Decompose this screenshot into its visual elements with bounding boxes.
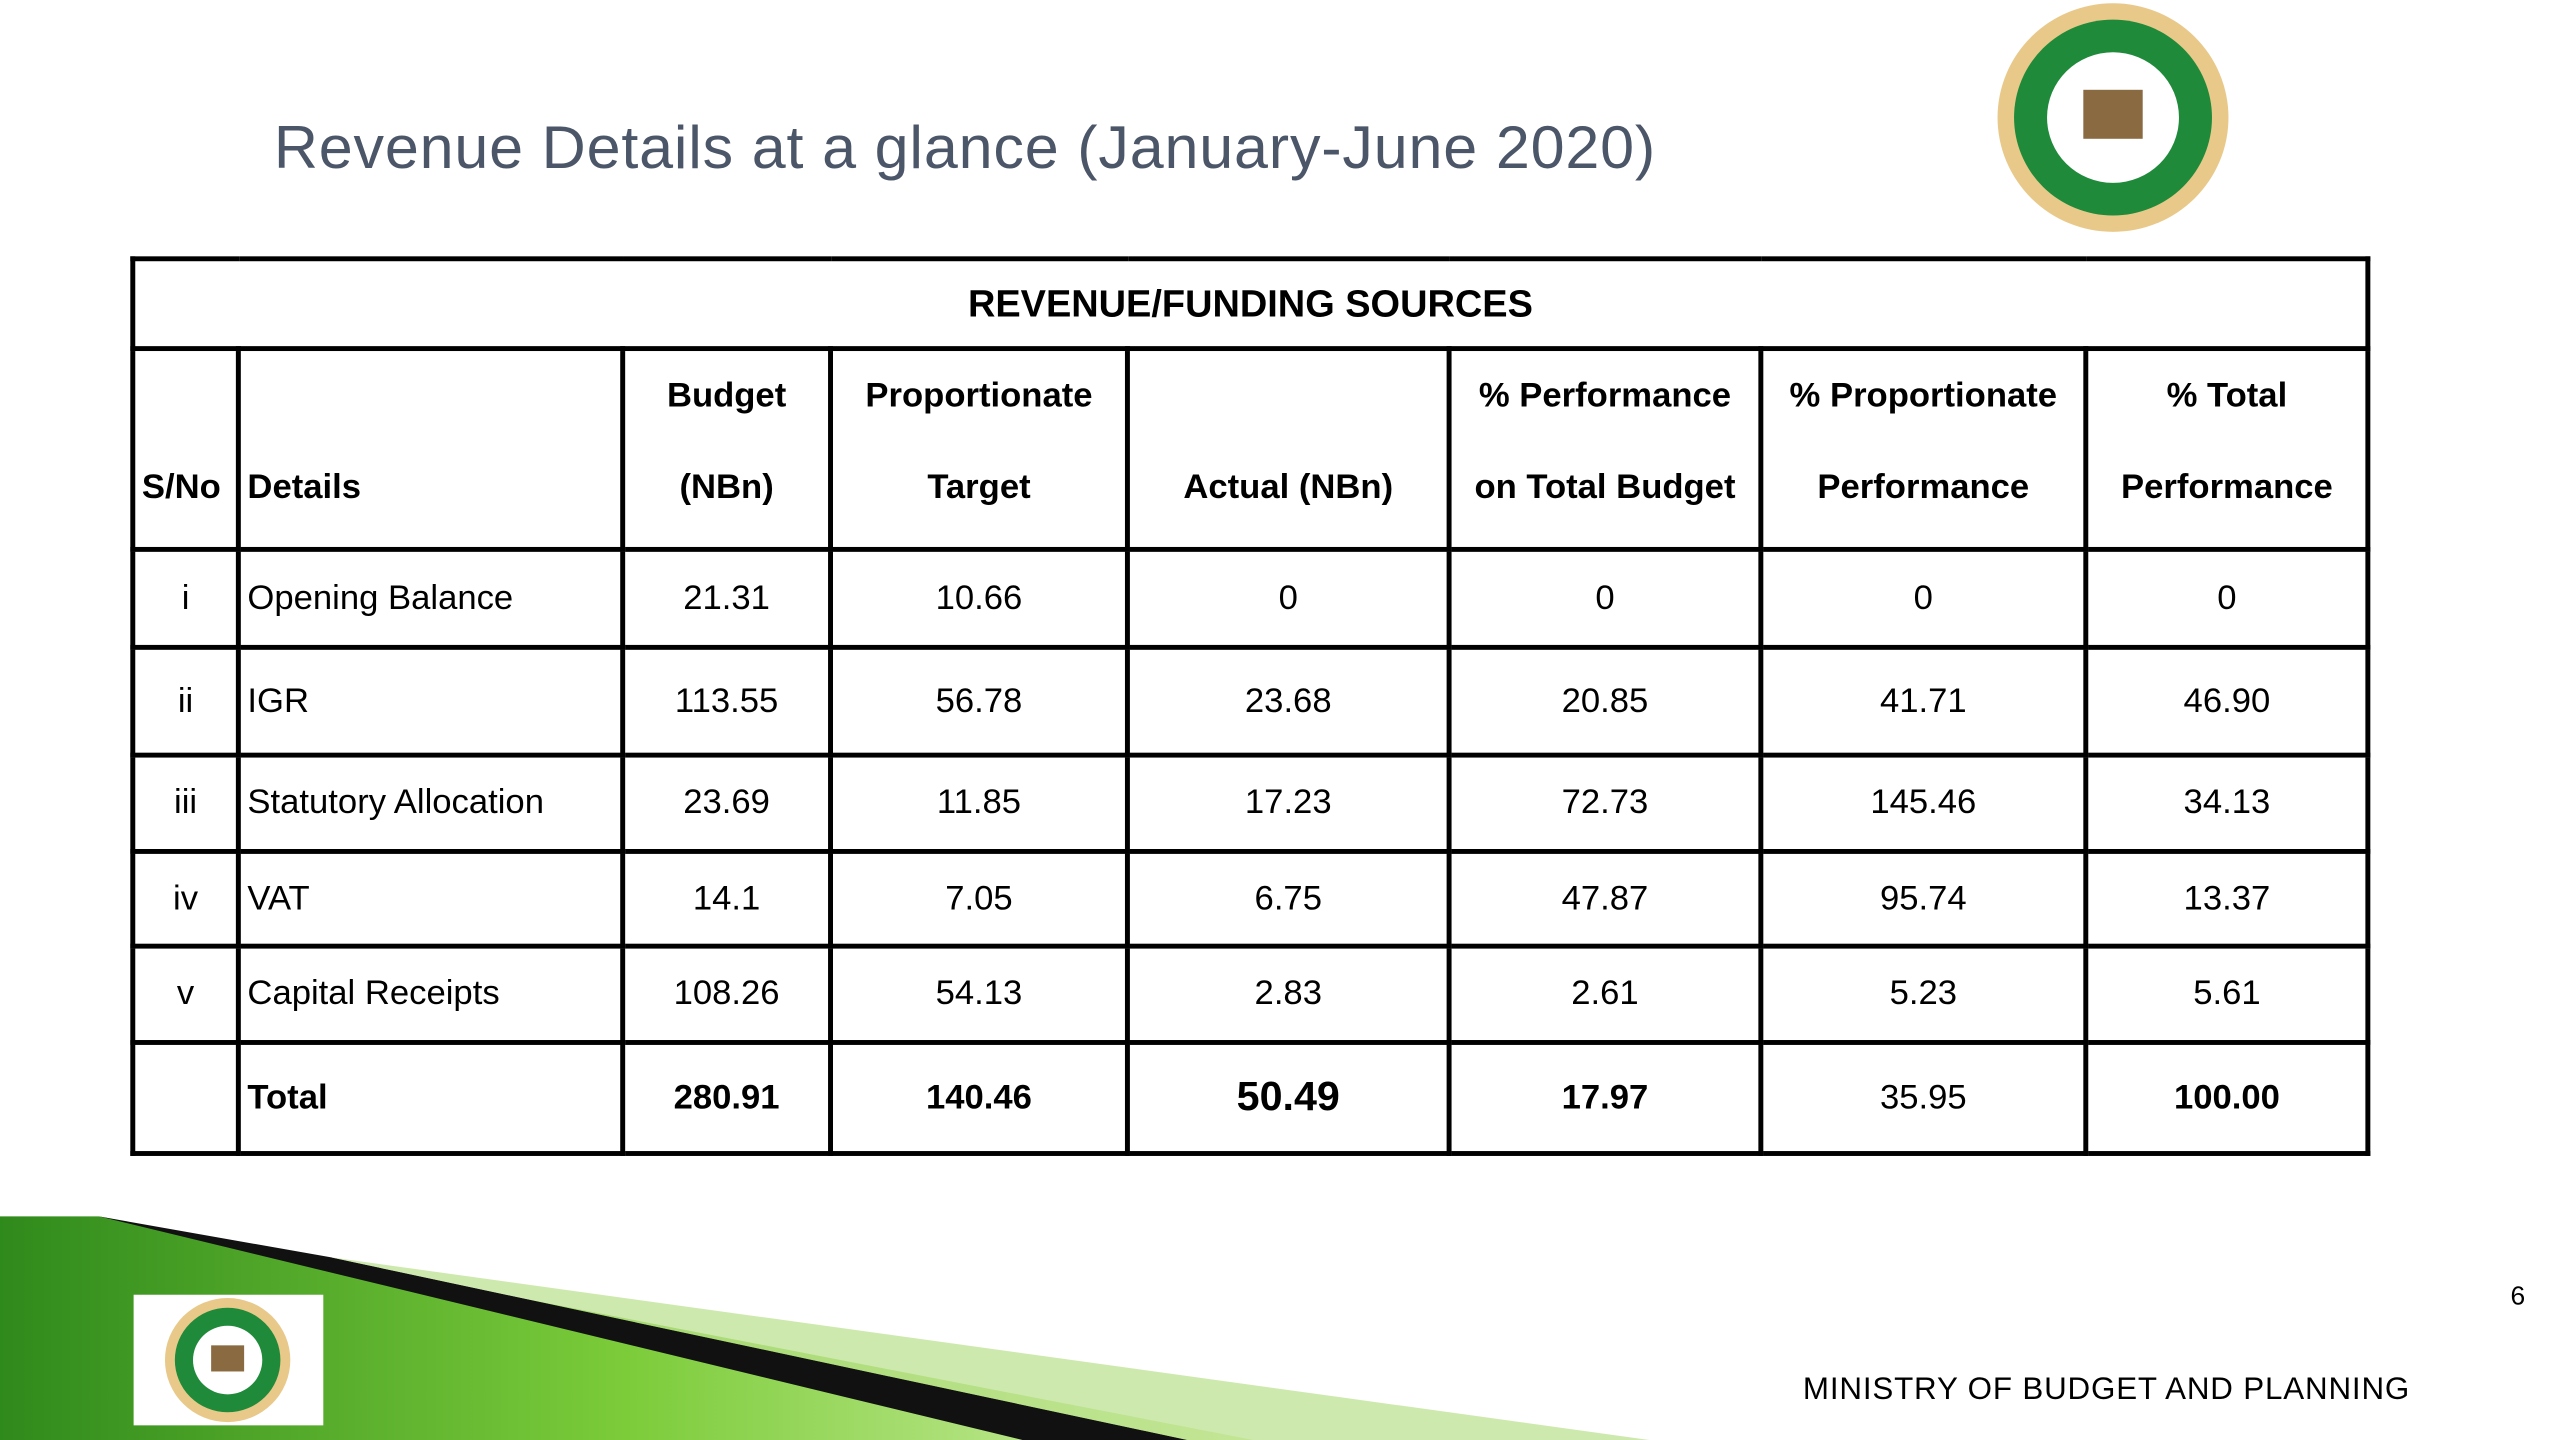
column-header: Actual (NBn) [1124, 346, 1452, 552]
table-row: i Opening Balance 21.31 10.66 0 0 0 0 [130, 546, 2371, 650]
table-cell: 5.23 [1758, 943, 2089, 1045]
table-cell: 13.37 [2083, 849, 2371, 949]
table-cell: 100.00 [2083, 1040, 2371, 1156]
table-cell: Opening Balance [235, 546, 626, 650]
column-header: S/No [130, 346, 241, 552]
table-cell: 72.73 [1446, 752, 1764, 854]
table-cell: 0 [1446, 546, 1764, 650]
light-swoosh [329, 1257, 1650, 1440]
ministry: MINISTRY OF BUDGET AND PLANNING [1802, 1373, 2411, 1408]
column-header: Proportionate Target [828, 346, 1130, 552]
table-cell: 0 [2083, 546, 2371, 650]
page-number: 6 [2510, 1283, 2526, 1312]
table-cell: 23.68 [1124, 644, 1452, 758]
table-row: Total 280.91 140.46 50.49 17.97 35.95 100.00 [130, 1040, 2371, 1156]
table-cell: 2.61 [1446, 943, 1764, 1045]
table-cell: v [130, 943, 241, 1045]
table-row: iv VAT 14.1 7.05 6.75 47.87 95.74 13.37 [130, 849, 2371, 949]
table-cell: 47.87 [1446, 849, 1764, 949]
title: Revenue Details at a glance (January-Jun… [273, 114, 1657, 182]
table-cell: 7.05 [828, 849, 1130, 949]
column-header: Budget (NBn) [620, 346, 833, 552]
table-cell: iii [130, 752, 241, 854]
header-row: S/No Details Budget (NBn) Proportionate Tar… [130, 346, 2371, 552]
table-cell: 280.91 [620, 1040, 833, 1156]
table-cell [130, 1040, 241, 1156]
table-cell: ii [130, 644, 241, 758]
table-cell: 2.83 [1124, 943, 1452, 1045]
table-cell: 56.78 [828, 644, 1130, 758]
table-cell: 46.90 [2083, 644, 2371, 758]
table-cell: 21.31 [620, 546, 833, 650]
column-header: Details [235, 346, 626, 552]
logo-top [1997, 3, 2229, 232]
table-caption: REVENUE/FUNDING SOURCES [130, 256, 2371, 352]
table-cell: 140.46 [828, 1040, 1130, 1156]
table-row: v Capital Receipts 108.26 54.13 2.83 2.61 5.23… [130, 943, 2371, 1045]
table-cell: 145.46 [1758, 752, 2089, 854]
table-body: i Opening Balance 21.31 10.66 0 0 0 0 ii IGR 113.5… [130, 546, 2371, 1156]
table-cell: 17.97 [1446, 1040, 1764, 1156]
table-cell: 95.74 [1758, 849, 2089, 949]
table-cell: i [130, 546, 241, 650]
table-cell: 41.71 [1758, 644, 2089, 758]
table-cell: 17.23 [1124, 752, 1452, 854]
table-cell: 5.61 [2083, 943, 2371, 1045]
table-cell: 0 [1758, 546, 2089, 650]
column-header: % Total Performance [2083, 346, 2371, 552]
table-cell: 0 [1124, 546, 1452, 650]
table-cell: 108.26 [620, 943, 833, 1045]
column-header: % Proportionate Performance [1758, 346, 2089, 552]
table-cell: 14.1 [620, 849, 833, 949]
table-cell: Statutory Allocation [235, 752, 626, 854]
table-cell: 34.13 [2083, 752, 2371, 854]
table-cell: 35.95 [1758, 1040, 2089, 1156]
table-cell: 10.66 [828, 546, 1130, 650]
logo-bottom [164, 1297, 291, 1423]
table-cell: VAT [235, 849, 626, 949]
black-swoosh [98, 1216, 1188, 1440]
table-cell: Total [235, 1040, 626, 1156]
table-cell: 113.55 [620, 644, 833, 758]
revenue-table: REVENUE/FUNDING SOURCES S/No Details Budge… [130, 256, 2371, 1156]
table-cell: 11.85 [828, 752, 1130, 854]
table-cell: 23.69 [620, 752, 833, 854]
table-row: iii Statutory Allocation 23.69 11.85 17.23 72… [130, 752, 2371, 854]
table-cell: 50.49 [1124, 1040, 1452, 1156]
table-cell: 20.85 [1446, 644, 1764, 758]
table-cell: Capital Receipts [235, 943, 626, 1045]
table-cell: IGR [235, 644, 626, 758]
column-header: % Performance on Total Budget [1446, 346, 1764, 552]
table-cell: 54.13 [828, 943, 1130, 1045]
table-cell: iv [130, 849, 241, 949]
table-row: ii IGR 113.55 56.78 23.68 20.85 41.71 46.90 [130, 644, 2371, 758]
table-cell: 6.75 [1124, 849, 1452, 949]
